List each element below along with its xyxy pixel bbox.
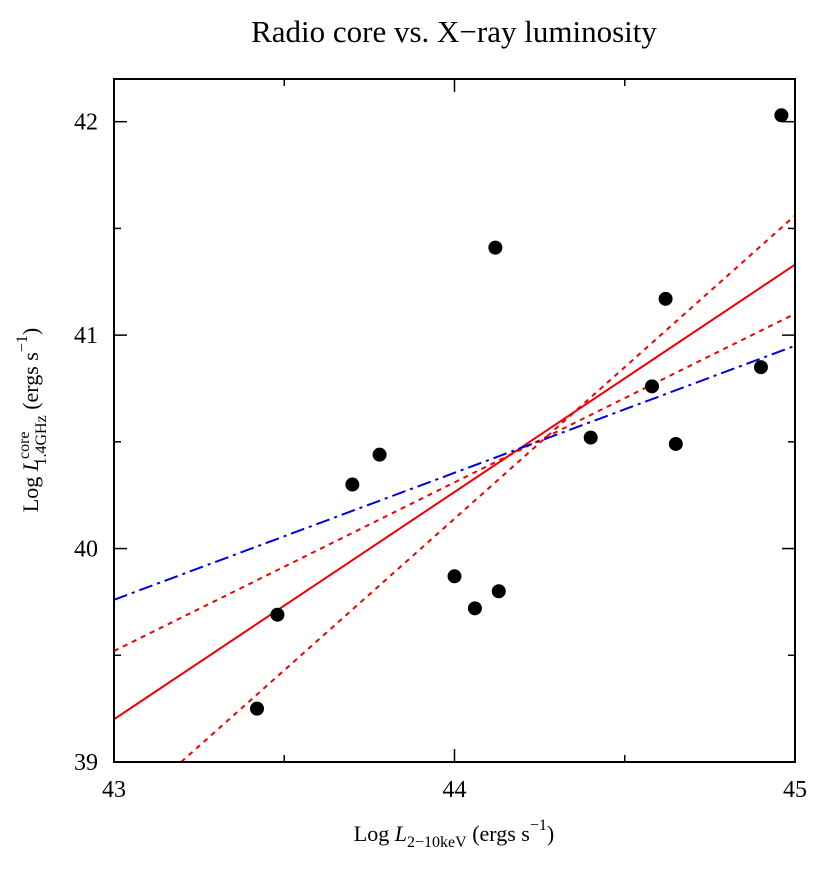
- data-point: [583, 430, 598, 445]
- y-axis-label: Log Lcore1.4GHz (ergs s−1): [14, 328, 50, 512]
- data-points: [250, 108, 789, 716]
- x-tick-labels: 43 44 45: [102, 777, 807, 803]
- data-point: [467, 601, 482, 616]
- chart-title: Radio core vs. X−ray luminosity: [251, 14, 657, 49]
- data-point: [250, 701, 265, 716]
- y-tick-label: 40: [74, 537, 98, 563]
- plot-frame: [113, 78, 796, 763]
- y-tick-label: 41: [74, 323, 98, 349]
- data-point: [753, 360, 768, 375]
- data-point: [491, 584, 506, 599]
- fit-line-dashdot: [114, 344, 795, 601]
- x-tick-label: 44: [443, 777, 467, 803]
- data-point: [270, 607, 285, 622]
- data-point: [372, 447, 387, 462]
- y-tick-labels: 39 40 41 42: [74, 110, 98, 776]
- data-point: [668, 436, 683, 451]
- data-point: [658, 291, 673, 306]
- y-tick-label: 39: [74, 750, 98, 776]
- x-tick-label: 45: [783, 777, 807, 803]
- data-point: [644, 379, 659, 394]
- data-point: [345, 477, 360, 492]
- axis-ticks: [113, 79, 796, 763]
- fit-line-dotted: [114, 312, 795, 652]
- x-axis-label: Log L2−10keV (ergs s−1): [354, 817, 554, 851]
- fit-lines: [114, 214, 795, 762]
- data-point: [447, 569, 462, 584]
- data-point: [488, 240, 503, 255]
- x-tick-label: 43: [102, 777, 126, 803]
- fit-line-solid: [114, 263, 795, 721]
- y-tick-label: 42: [74, 110, 98, 136]
- fit-line-dotted: [179, 214, 795, 762]
- data-point: [774, 108, 789, 123]
